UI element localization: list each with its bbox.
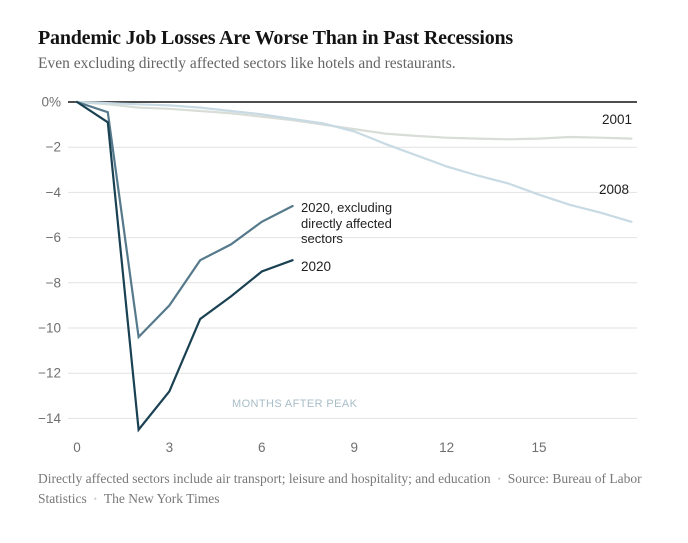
page-title: Pandemic Job Losses Are Worse Than in Pa…: [38, 27, 513, 49]
y-tick-label: −10: [38, 321, 61, 336]
y-tick-label: −8: [46, 275, 61, 290]
chart-subtitle: Even excluding directly affected sectors…: [38, 55, 456, 72]
x-axis-label: MONTHS AFTER PEAK: [232, 398, 358, 410]
x-tick-label: 6: [258, 440, 266, 455]
annotation-2008: 2008: [599, 182, 630, 197]
line-chart: 0% −2 −4 −6 −8 −10 −12 −14 0 3 6 9 12 15: [38, 95, 637, 455]
y-tick-label: −4: [46, 185, 62, 200]
credit-text: The New York Times: [103, 491, 220, 506]
y-tick-label: −12: [38, 366, 61, 381]
annotation-2020-excluding: 2020, excluding directly affected sector…: [301, 200, 393, 246]
x-tick-label: 12: [439, 440, 454, 455]
x-tick-label: 9: [350, 440, 358, 455]
x-tick-label: 0: [73, 440, 81, 455]
series-line-2001: [75, 100, 633, 141]
annotation-2020: 2020: [301, 259, 332, 274]
x-tick-label: 15: [531, 440, 546, 455]
series-line-2020-excluding-directly-affected-sectors: [75, 100, 294, 340]
chart-footnote: Directly affected sectors include air tr…: [38, 469, 642, 509]
y-tick-label: −2: [46, 140, 61, 155]
y-tick-label: 0%: [41, 95, 61, 110]
y-tick-label: −14: [38, 411, 61, 426]
bullet-separator: •: [497, 473, 501, 484]
chart-area: 0% −2 −4 −6 −8 −10 −12 −14 0 3 6 9 12 15 2020, exclud…: [0, 88, 688, 464]
y-tick-label: −6: [46, 230, 61, 245]
x-tick-label: 3: [166, 440, 174, 455]
bullet-separator: •: [93, 493, 97, 504]
series-line-2020: [75, 100, 294, 433]
footnote-text: Directly affected sectors include air tr…: [38, 471, 491, 486]
source-text: Source: Bureau of Labor Statistics: [38, 471, 642, 506]
annotation-2001: 2001: [602, 112, 633, 127]
series-line-2008: [75, 100, 633, 223]
